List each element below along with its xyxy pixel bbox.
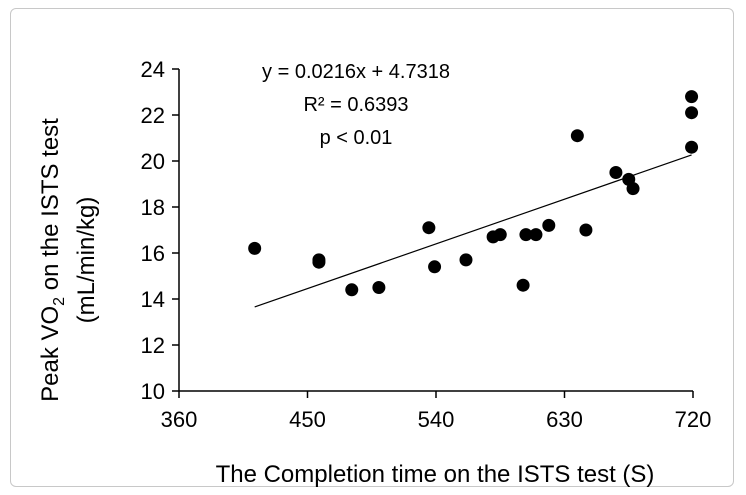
data-point bbox=[626, 182, 640, 196]
data-point bbox=[428, 260, 442, 274]
p-value-annotation: p < 0.01 bbox=[320, 127, 393, 149]
data-point bbox=[570, 129, 584, 143]
y-tick-label: 14 bbox=[141, 287, 165, 312]
data-point bbox=[529, 228, 543, 242]
y-tick-label: 24 bbox=[141, 57, 165, 82]
data-point bbox=[685, 140, 699, 154]
y-tick-label: 22 bbox=[141, 103, 165, 128]
x-tick-label: 720 bbox=[675, 407, 712, 432]
data-point bbox=[542, 218, 556, 232]
data-point bbox=[248, 241, 262, 255]
tick-labels: 10 12 14 16 18 20 22 24 360 450 540 630 720 bbox=[141, 57, 712, 432]
y-axis-label-prefix: Peak VO bbox=[37, 306, 64, 402]
r-squared-annotation: R² = 0.6393 bbox=[303, 94, 408, 116]
data-point bbox=[459, 253, 473, 267]
x-tick-label: 630 bbox=[546, 407, 583, 432]
y-tick-label: 20 bbox=[141, 149, 165, 174]
data-point bbox=[609, 166, 623, 179]
trendline-group bbox=[254, 154, 692, 308]
data-points bbox=[248, 90, 699, 297]
data-point bbox=[372, 281, 386, 294]
x-axis-label: The Completion time on the ISTS test (S) bbox=[216, 461, 655, 488]
data-point bbox=[312, 255, 326, 269]
data-point bbox=[579, 223, 593, 237]
y-axis-label-suffix: on the ISTS test bbox=[37, 118, 64, 297]
data-point bbox=[422, 221, 436, 235]
x-tick-label: 360 bbox=[161, 407, 198, 432]
data-point bbox=[493, 228, 507, 242]
chart-frame bbox=[10, 8, 734, 487]
data-point bbox=[519, 228, 533, 242]
x-tick-label: 540 bbox=[418, 407, 455, 432]
y-tick-label: 16 bbox=[141, 241, 165, 266]
y-tick-label: 12 bbox=[141, 333, 165, 358]
axes bbox=[172, 68, 694, 398]
x-tick-label: 450 bbox=[289, 407, 326, 432]
y-tick-label: 10 bbox=[141, 379, 165, 404]
equation-annotation: y = 0.0216x + 4.7318 bbox=[262, 61, 450, 83]
data-point bbox=[685, 106, 699, 120]
y-axis-label-subscript: 2 bbox=[51, 297, 68, 306]
svg-text:Peak VO2 on the ISTS test: Peak VO2 on the ISTS test bbox=[37, 118, 68, 402]
data-point bbox=[516, 278, 530, 292]
data-point bbox=[345, 283, 359, 297]
y-axis-label-units: (mL/min/kg) bbox=[73, 197, 100, 324]
data-point bbox=[685, 90, 699, 104]
trendline bbox=[254, 154, 692, 308]
y-tick-label: 18 bbox=[141, 195, 165, 220]
y-axis-label: Peak VO2 on the ISTS test bbox=[37, 118, 68, 402]
